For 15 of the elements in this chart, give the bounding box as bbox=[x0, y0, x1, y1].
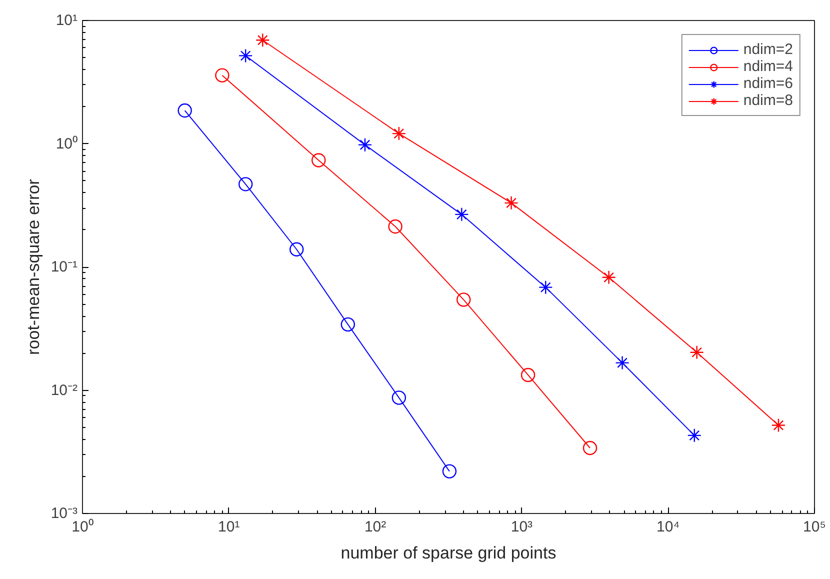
x-tick-label: 10⁵ bbox=[803, 518, 826, 536]
x-tick-label: 10³ bbox=[510, 518, 533, 536]
y-tick-label: 10⁰ bbox=[56, 135, 78, 152]
legend-label: ndim=2 bbox=[743, 41, 793, 58]
y-tick-label: 10¹ bbox=[56, 12, 78, 29]
x-tick-label: 10² bbox=[364, 518, 386, 536]
legend-label: ndim=6 bbox=[743, 75, 793, 92]
legend-label: ndim=4 bbox=[743, 58, 793, 75]
y-tick-label: 10⁻¹ bbox=[50, 258, 78, 276]
legend-label: ndim=8 bbox=[743, 92, 793, 109]
x-tick-label: 10¹ bbox=[218, 518, 240, 536]
y-axis-title: root-mean-square error bbox=[24, 178, 43, 355]
x-axis-title: number of sparse grid points bbox=[340, 544, 556, 562]
x-tick-label: 10⁴ bbox=[656, 518, 680, 536]
y-tick-label: 10⁻² bbox=[50, 382, 78, 399]
